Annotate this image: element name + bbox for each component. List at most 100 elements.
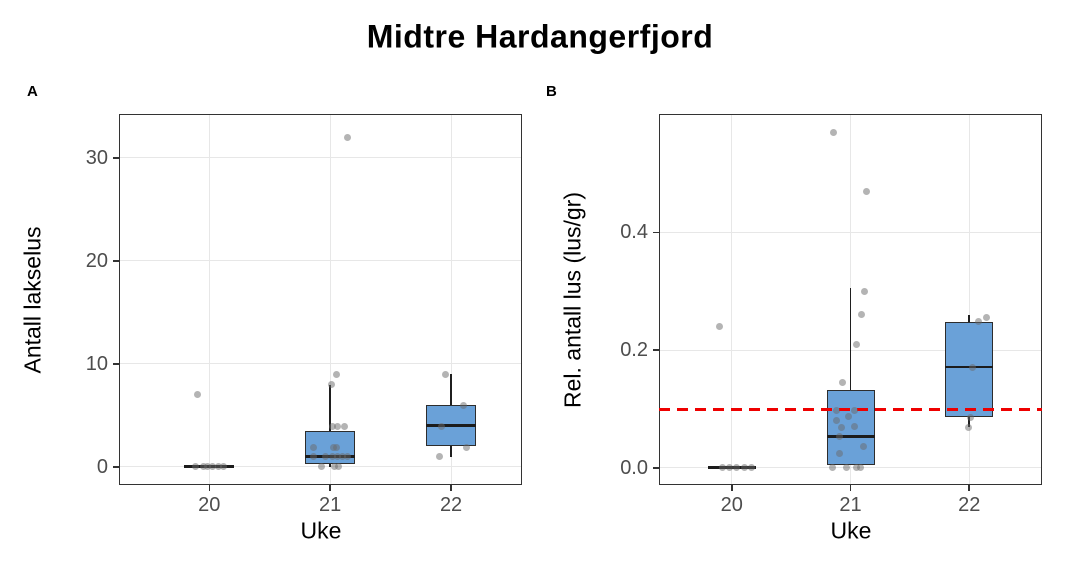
data-point — [843, 464, 850, 472]
data-point — [833, 406, 840, 414]
data-point — [860, 443, 867, 451]
v-gridline — [968, 115, 970, 484]
x-tick-mark — [968, 485, 970, 491]
data-point — [830, 128, 837, 136]
y-tick-label: 20 — [85, 249, 108, 272]
box — [826, 389, 875, 465]
data-point — [462, 443, 470, 451]
x-axis-title-a: Uke — [300, 517, 342, 544]
data-point — [327, 381, 335, 389]
data-point — [839, 379, 846, 387]
data-point — [437, 423, 445, 431]
data-point — [966, 413, 974, 421]
x-tick-mark — [731, 485, 733, 491]
data-point — [857, 464, 864, 472]
threshold-line — [659, 407, 1042, 411]
data-point — [435, 453, 443, 461]
data-point — [853, 464, 860, 472]
x-axis-title-b: Uke — [830, 517, 872, 544]
x-tick-label: 21 — [839, 494, 862, 516]
data-point — [853, 340, 860, 348]
data-point — [309, 443, 317, 451]
data-point — [845, 412, 852, 420]
data-point — [851, 422, 858, 430]
data-point — [829, 464, 836, 472]
data-point — [340, 423, 348, 431]
y-tick-mark — [653, 349, 659, 351]
data-point — [214, 463, 222, 471]
data-point — [199, 463, 207, 471]
data-point — [208, 463, 216, 471]
data-point — [716, 323, 724, 331]
h-gridline — [120, 157, 521, 159]
data-point — [441, 370, 449, 378]
x-tick-mark — [208, 485, 211, 491]
data-point — [748, 464, 756, 472]
data-point — [863, 187, 870, 195]
upper-whisker — [450, 374, 452, 406]
data-point — [317, 463, 325, 471]
data-point — [343, 133, 351, 141]
data-point — [974, 317, 982, 325]
data-point — [726, 464, 734, 472]
x-tick-mark — [450, 485, 452, 491]
data-point — [851, 406, 858, 414]
data-point — [833, 417, 840, 425]
y-tick-mark — [113, 260, 119, 262]
v-gridline — [329, 115, 331, 484]
data-point — [861, 287, 868, 295]
y-tick-mark — [653, 467, 659, 469]
x-tick-label: 22 — [439, 494, 463, 516]
data-point — [343, 453, 351, 461]
y-tick-mark — [653, 231, 659, 234]
data-point — [741, 464, 749, 472]
data-point — [309, 453, 317, 461]
y-tick-mark — [113, 466, 119, 468]
x-tick-label: 20 — [720, 494, 743, 516]
v-gridline — [208, 115, 210, 484]
data-point — [328, 423, 336, 431]
y-tick-label: 0.0 — [620, 456, 648, 479]
data-point — [219, 463, 227, 471]
data-point — [968, 363, 976, 371]
x-tick-label: 21 — [319, 494, 342, 516]
y-tick-mark — [113, 363, 119, 365]
data-point — [328, 453, 336, 461]
data-point — [719, 464, 727, 472]
upper-whisker — [968, 315, 970, 323]
data-point — [836, 449, 843, 457]
lower-whisker — [968, 417, 970, 428]
median-line — [826, 435, 875, 438]
chart-title: Midtre Hardangerfjord — [366, 18, 714, 55]
data-point — [193, 391, 201, 399]
data-point — [332, 370, 340, 378]
x-tick-label: 22 — [958, 494, 981, 516]
y-tick-label: 10 — [85, 352, 108, 375]
upper-whisker — [329, 384, 331, 431]
upper-whisker — [849, 288, 852, 390]
v-gridline — [450, 115, 452, 484]
data-point — [858, 311, 865, 319]
data-point — [338, 453, 346, 461]
h-gridline — [120, 363, 521, 365]
data-point — [332, 443, 340, 451]
lower-whisker — [450, 446, 452, 457]
data-point — [333, 453, 341, 461]
data-point — [330, 463, 338, 471]
x-tick-label: 20 — [198, 494, 221, 516]
y-tick-label: 0.2 — [620, 339, 648, 362]
median-line — [426, 424, 477, 427]
data-point — [838, 423, 845, 431]
y-tick-label: 0 — [96, 455, 108, 478]
h-gridline — [120, 260, 521, 262]
data-point — [334, 463, 342, 471]
y-tick-mark — [113, 157, 119, 159]
panel-b-label: B — [546, 83, 557, 100]
data-point — [321, 453, 329, 461]
data-point — [982, 313, 990, 321]
x-tick-mark — [329, 485, 331, 491]
v-gridline — [731, 115, 733, 484]
data-point — [836, 433, 843, 441]
data-point — [964, 423, 972, 431]
data-point — [333, 423, 341, 431]
